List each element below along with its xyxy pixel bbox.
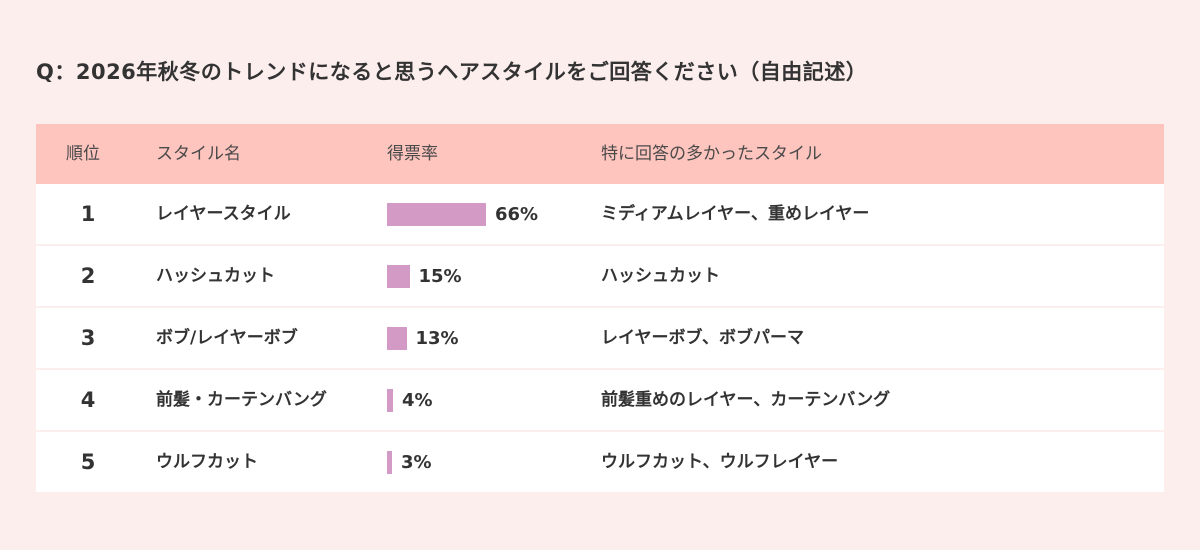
header-style-name: スタイル名 <box>156 144 241 164</box>
vote-rate-cell: 15% <box>387 246 462 306</box>
header-rank: 順位 <box>66 144 100 164</box>
vote-rate-label: 15% <box>418 265 462 287</box>
rank-number: 3 <box>80 326 96 350</box>
vote-rate-cell: 3% <box>387 432 432 492</box>
vote-rate-cell: 4% <box>387 370 433 430</box>
table-header: 順位 スタイル名 得票率 特に回答の多かったスタイル <box>36 124 1164 184</box>
vote-rate-label: 4% <box>402 389 433 411</box>
vote-rate-bar <box>387 202 486 226</box>
ranking-table: 順位 スタイル名 得票率 特に回答の多かったスタイル 1 レイヤースタイル 66% ミ… <box>36 124 1164 492</box>
rank-number: 5 <box>80 450 96 474</box>
vote-rate-bar <box>387 450 392 474</box>
vote-rate-bar <box>387 388 393 412</box>
vote-rate-bar <box>387 264 410 288</box>
rank-number: 1 <box>80 202 96 226</box>
style-name: レイヤースタイル <box>156 204 291 224</box>
top-answers: レイヤーボブ、ボブパーマ <box>601 328 804 348</box>
rank-number: 4 <box>80 388 96 412</box>
header-top-answers: 特に回答の多かったスタイル <box>601 144 822 164</box>
top-answers: ミディアムレイヤー、重めレイヤー <box>601 204 870 224</box>
vote-rate-cell: 13% <box>387 308 459 368</box>
table-row: 2 ハッシュカット 15% ハッシュカット <box>36 246 1164 306</box>
top-answers: ウルフカット、ウルフレイヤー <box>601 452 839 472</box>
table-row: 4 前髪・カーテンバング 4% 前髪重めのレイヤー、カーテンバング <box>36 370 1164 430</box>
vote-rate-label: 66% <box>495 203 539 225</box>
table-row: 3 ボブ/レイヤーボブ 13% レイヤーボブ、ボブパーマ <box>36 308 1164 368</box>
rank-number: 2 <box>80 264 96 288</box>
top-answers: 前髪重めのレイヤー、カーテンバング <box>601 390 891 410</box>
header-vote-rate: 得票率 <box>387 144 438 164</box>
top-answers: ハッシュカット <box>601 266 720 286</box>
table-row: 1 レイヤースタイル 66% ミディアムレイヤー、重めレイヤー <box>36 184 1164 244</box>
vote-rate-label: 3% <box>401 451 432 473</box>
style-name: ハッシュカット <box>156 266 275 286</box>
question-title: Q：2026年秋冬のトレンドになると思うヘアスタイルをご回答ください（自由記述） <box>36 60 868 84</box>
style-name: ウルフカット <box>156 452 258 472</box>
table-row: 5 ウルフカット 3% ウルフカット、ウルフレイヤー <box>36 432 1164 492</box>
vote-rate-bar <box>387 326 407 350</box>
table-body: 1 レイヤースタイル 66% ミディアムレイヤー、重めレイヤー 2 ハッシュカット 15% ハ… <box>36 184 1164 492</box>
style-name: ボブ/レイヤーボブ <box>156 328 298 348</box>
vote-rate-cell: 66% <box>387 184 538 244</box>
vote-rate-label: 13% <box>415 327 459 349</box>
style-name: 前髪・カーテンバング <box>156 390 327 410</box>
